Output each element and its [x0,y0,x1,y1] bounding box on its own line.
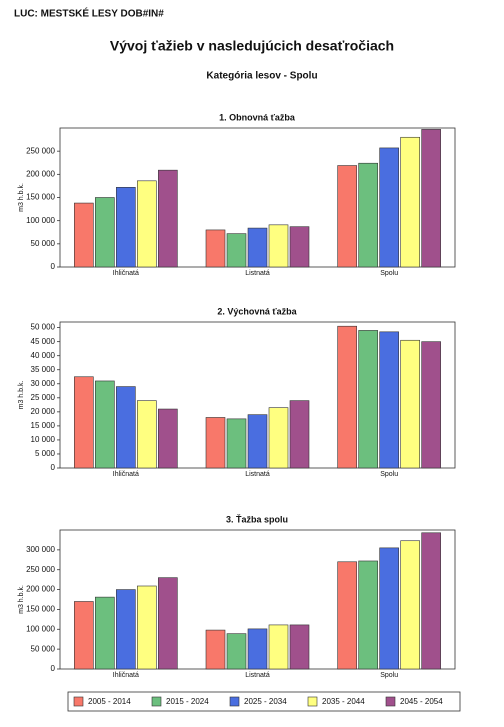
bar [421,341,441,469]
page-subtitle: Kategória lesov - Spolu [206,71,317,82]
x-tick-label: Ihličnatá [113,471,139,478]
x-tick-label: Spolu [380,270,398,277]
bar [268,224,289,268]
page-title: Vývoj ťažieb v nasledujúcich desaťročiac… [110,38,394,54]
y-tick-label: 300 000 [26,545,55,554]
y-tick-label: 10 000 [31,435,56,444]
bar [358,560,378,670]
chart-title: 1. Obnovná ťažba [219,112,296,122]
bar [421,129,441,268]
y-tick-label: 100 000 [26,624,55,633]
legend-swatch [151,696,162,707]
luc-label: LUC: MESTSKÉ LESY DOB#IN# [14,7,164,20]
y-tick-label: 0 [51,664,56,673]
y-tick-label: 20 000 [31,407,56,416]
x-tick-label: Listnatá [245,672,270,679]
bar [158,408,178,469]
legend-label: 2015 - 2024 [166,697,209,706]
bar [337,561,357,670]
legend-box [67,691,461,712]
y-tick-label: 250 000 [26,565,55,574]
bar [400,339,420,469]
bar [400,136,420,268]
legend-label: 2005 - 2014 [88,697,131,706]
bar [289,624,310,670]
x-tick-label: Ihličnatá [113,270,139,277]
bar [379,147,399,268]
y-tick-label: 50 000 [31,644,56,653]
bar [421,532,441,670]
bar [137,400,157,469]
y-tick-label: 150 000 [26,193,55,202]
bar [137,585,157,670]
legend-label: 2045 - 2054 [400,697,443,706]
bar [205,629,226,670]
bar [400,540,420,670]
bar [358,330,378,469]
x-tick-label: Listnatá [245,270,270,277]
bar [358,162,378,268]
bar [379,547,399,670]
bar [268,407,289,469]
y-axis-label: m3 h.b.k. [18,585,25,614]
y-tick-label: 0 [51,463,56,472]
y-tick-label: 5 000 [35,449,56,458]
y-tick-label: 40 000 [31,351,56,360]
legend-label: 2025 - 2034 [244,697,287,706]
y-tick-label: 30 000 [31,379,56,388]
x-tick-label: Listnatá [245,471,270,478]
bar [95,197,115,268]
bar [116,589,136,670]
y-tick-label: 0 [51,262,56,271]
y-tick-label: 25 000 [31,393,56,402]
x-tick-label: Ihličnatá [113,672,139,679]
bar [95,596,115,670]
y-tick-label: 50 000 [31,239,56,248]
bar [379,331,399,469]
y-tick-label: 15 000 [31,421,56,430]
x-tick-label: Spolu [380,672,398,679]
legend-swatch [307,696,318,707]
bar [247,414,268,469]
y-tick-label: 250 000 [26,146,55,155]
bar [95,380,115,469]
bar [74,202,94,268]
bar [247,628,268,670]
bar [226,633,247,670]
bar [289,400,310,469]
bar [226,233,247,268]
chart-title: 3. Ťažba spolu [226,513,288,524]
legend-swatch [73,696,84,707]
y-axis-label: m3 h.b.k. [18,381,25,410]
legend-swatch [385,696,396,707]
y-tick-label: 200 000 [26,169,55,178]
bar [158,577,178,670]
bar [116,386,136,469]
y-tick-label: 35 000 [31,365,56,374]
chart-title: 2. Výchovná ťažba [217,306,297,316]
y-tick-label: 200 000 [26,585,55,594]
bar [247,227,268,268]
legend-label: 2035 - 2044 [322,697,365,706]
bar [137,180,157,268]
bar [74,601,94,670]
bar [205,417,226,469]
legend-swatch [229,696,240,707]
y-axis-label: m3 h.b.k. [18,183,25,212]
bar [158,169,178,268]
y-tick-label: 100 000 [26,216,55,225]
bar [268,624,289,670]
bar [116,187,136,268]
x-tick-label: Spolu [380,471,398,478]
bar [337,325,357,469]
y-tick-label: 45 000 [31,337,56,346]
y-tick-label: 50 000 [31,323,56,332]
bar [337,165,357,268]
bar [205,229,226,268]
bar [74,376,94,469]
bar [289,226,310,268]
y-tick-label: 150 000 [26,605,55,614]
bar [226,418,247,469]
